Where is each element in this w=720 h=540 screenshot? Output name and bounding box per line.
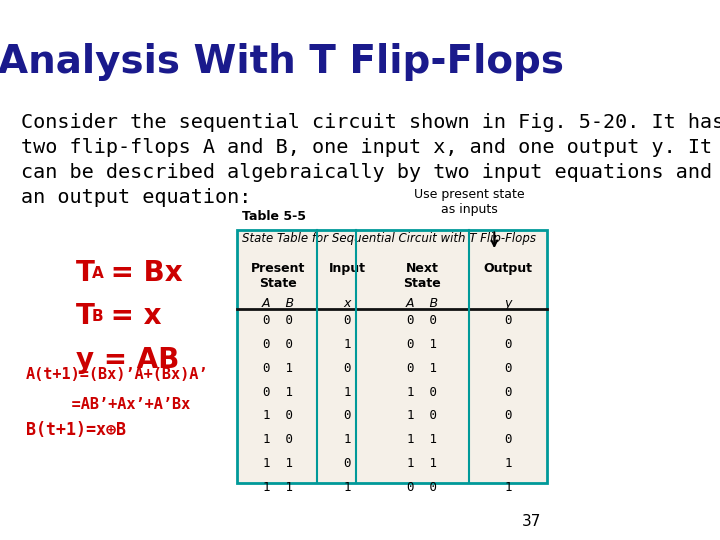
Text: = Bx: = Bx xyxy=(101,259,183,287)
Text: x: x xyxy=(343,297,351,310)
Text: State Table for Sequential Circuit with T Flip-Flops: State Table for Sequential Circuit with … xyxy=(242,232,536,245)
Text: 0  1: 0 1 xyxy=(264,386,293,399)
Text: A    B: A B xyxy=(405,297,439,310)
Text: 1  1: 1 1 xyxy=(264,481,293,494)
Text: 0: 0 xyxy=(505,433,512,446)
Text: 1  0: 1 0 xyxy=(264,409,293,422)
Text: 0: 0 xyxy=(505,386,512,399)
Text: T: T xyxy=(76,259,95,287)
Text: 0: 0 xyxy=(343,362,351,375)
Text: B: B xyxy=(91,309,103,324)
Text: Use present state
as inputs: Use present state as inputs xyxy=(414,188,525,216)
Text: 1: 1 xyxy=(343,338,351,351)
Text: 0  1: 0 1 xyxy=(408,338,437,351)
Text: A: A xyxy=(91,266,103,281)
Text: 0  0: 0 0 xyxy=(408,481,437,494)
Text: 0: 0 xyxy=(343,409,351,422)
Text: 0  0: 0 0 xyxy=(264,338,293,351)
Text: y = AB: y = AB xyxy=(76,346,179,374)
Text: Consider the sequential circuit shown in Fig. 5-20. It has
two flip-flops A and : Consider the sequential circuit shown in… xyxy=(21,113,720,207)
Text: 0: 0 xyxy=(505,314,512,327)
Text: 0: 0 xyxy=(343,314,351,327)
Text: 1  0: 1 0 xyxy=(408,386,437,399)
Text: 0: 0 xyxy=(505,338,512,351)
Text: 1: 1 xyxy=(343,433,351,446)
Text: =AB’+Ax’+A’Bx: =AB’+Ax’+A’Bx xyxy=(26,397,190,412)
Text: 1  0: 1 0 xyxy=(264,433,293,446)
Text: Output: Output xyxy=(484,262,533,275)
Text: 1: 1 xyxy=(343,481,351,494)
Text: = x: = x xyxy=(101,302,161,330)
Text: Input: Input xyxy=(329,262,366,275)
Text: 1: 1 xyxy=(343,386,351,399)
Text: A    B: A B xyxy=(261,297,294,310)
Text: 1  1: 1 1 xyxy=(408,457,437,470)
Text: 0  1: 0 1 xyxy=(264,362,293,375)
Text: 1  1: 1 1 xyxy=(408,433,437,446)
Text: 1: 1 xyxy=(505,457,512,470)
Text: 0: 0 xyxy=(505,362,512,375)
Text: 0: 0 xyxy=(343,457,351,470)
Text: 1: 1 xyxy=(505,481,512,494)
Text: Analysis With T Flip-Flops: Analysis With T Flip-Flops xyxy=(0,43,564,81)
Text: y: y xyxy=(505,297,512,310)
Text: T: T xyxy=(76,302,95,330)
Text: Present
State: Present State xyxy=(251,262,305,290)
Text: 0  0: 0 0 xyxy=(408,314,437,327)
Text: Next
State: Next State xyxy=(403,262,441,290)
Text: 0  1: 0 1 xyxy=(408,362,437,375)
Text: B(t+1)=x⊕B: B(t+1)=x⊕B xyxy=(26,421,126,439)
Text: 0: 0 xyxy=(505,409,512,422)
Text: 1  1: 1 1 xyxy=(264,457,293,470)
Text: 0  0: 0 0 xyxy=(264,314,293,327)
Text: Table 5-5: Table 5-5 xyxy=(242,210,306,223)
FancyBboxPatch shape xyxy=(237,230,547,483)
Text: 37: 37 xyxy=(522,514,541,529)
Text: A(t+1)=(Bx)’A+(Bx)A’: A(t+1)=(Bx)’A+(Bx)A’ xyxy=(26,367,209,382)
Text: 1  0: 1 0 xyxy=(408,409,437,422)
